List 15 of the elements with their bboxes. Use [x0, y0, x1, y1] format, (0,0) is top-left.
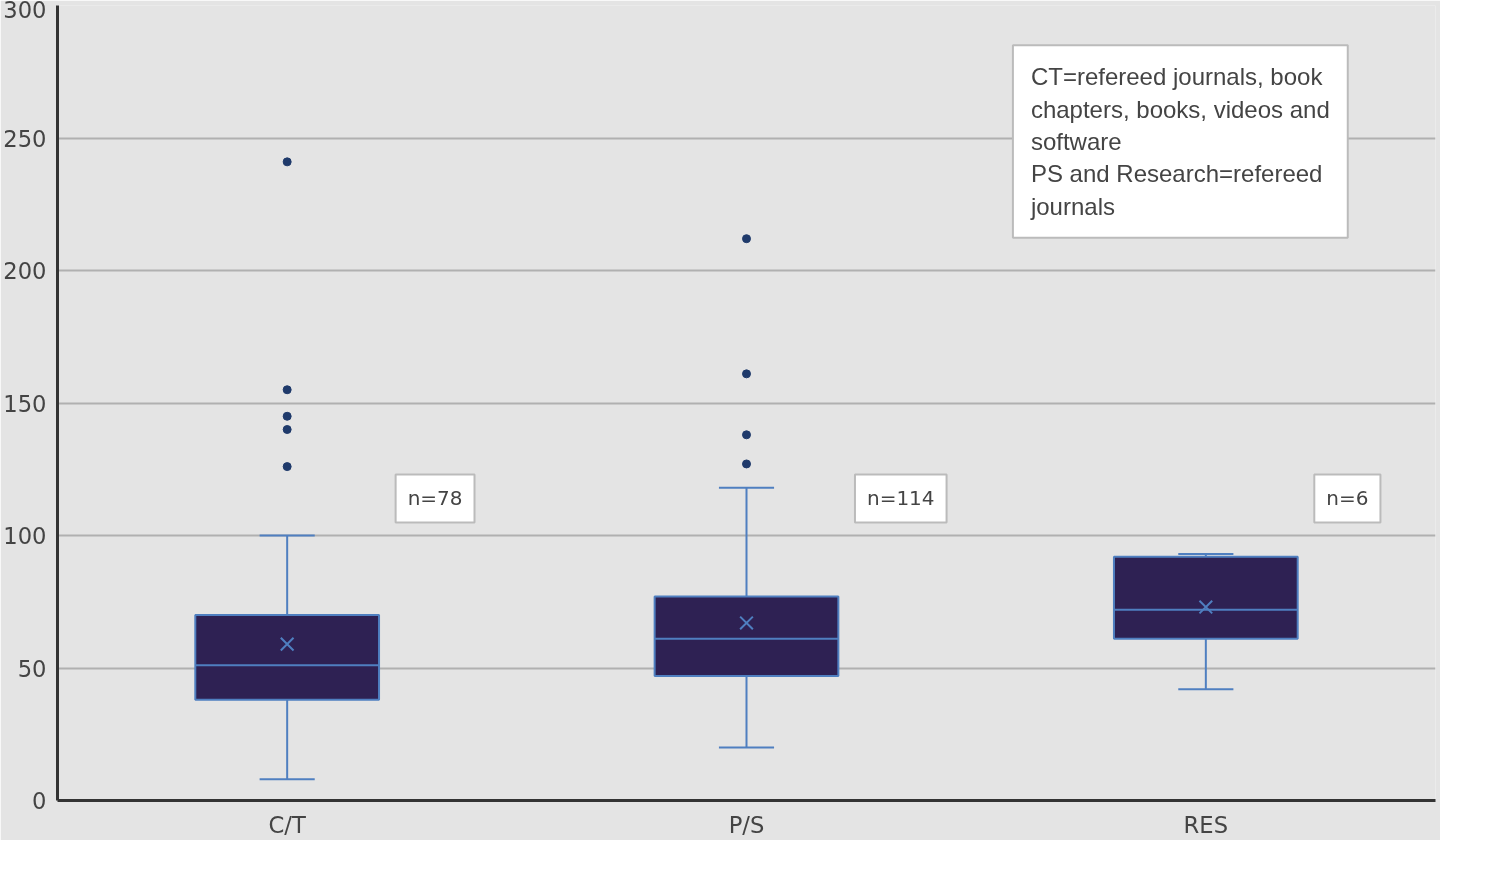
y-tick-label: 50 [17, 655, 47, 682]
y-tick-label: 100 [3, 523, 47, 549]
annotation: n=6 [1326, 486, 1369, 511]
annotation: PS and Research=refereed journals [1029, 160, 1323, 220]
annotation: n=78 [407, 486, 463, 511]
x-tick-label: C/T [268, 811, 306, 838]
y-tick-label: 0 [32, 788, 47, 814]
y-tick-label: 200 [3, 258, 47, 284]
y-tick-label: 150 [3, 390, 47, 417]
annotation: CT=refereed journals, book chapters, books, videos and software [1030, 63, 1330, 156]
x-tick-label: RES [1183, 811, 1229, 838]
y-tick-label: 300 [3, 0, 47, 23]
annotation: n=114 [866, 486, 935, 511]
x-tick-label: P/S [728, 811, 765, 838]
y-tick-label: 250 [3, 125, 47, 152]
